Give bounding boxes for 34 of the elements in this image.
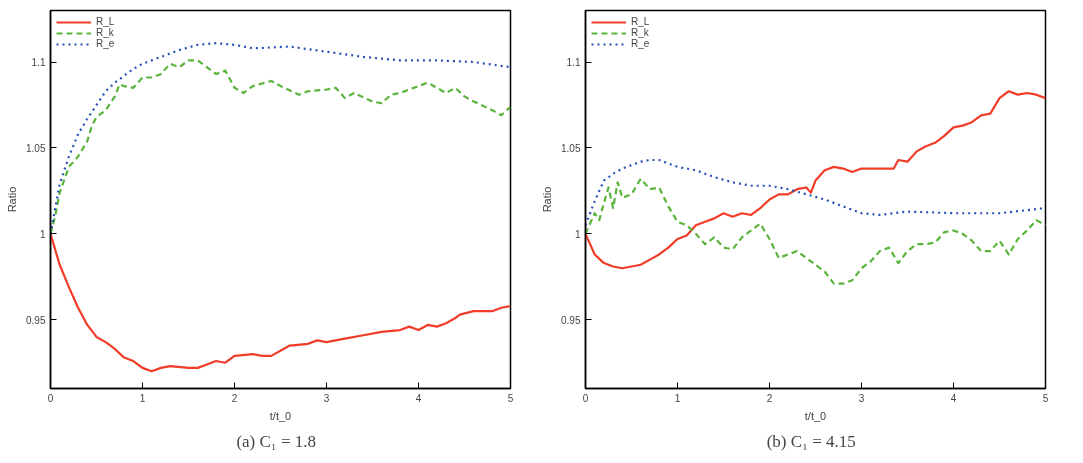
text: (a) C₁ = 1.8 [236, 431, 317, 451]
x-axis-title: t/t_0 [269, 409, 292, 422]
y-tick-label: 0.95 [26, 314, 46, 326]
y-axis-title: Ratio [6, 186, 19, 213]
text: (b) C₁ = 4.15 [766, 431, 856, 451]
x-tick-label: 5 [1042, 392, 1049, 404]
y-tick-label: 1.05 [26, 142, 46, 154]
legend-label: R_L [96, 16, 116, 27]
legend-label: R_k [631, 27, 650, 38]
y-tick-label: 1.05 [561, 142, 581, 154]
legend-label: R_L [631, 16, 651, 27]
x-tick-label: 5 [507, 392, 514, 404]
x-tick-label: 4 [415, 392, 422, 404]
x-tick-label: 1 [674, 392, 681, 404]
y-tick-label: 1 [39, 228, 46, 240]
legend-label: R_e [631, 38, 651, 49]
x-axis-title: t/t_0 [804, 409, 827, 422]
legend-label: R_k [96, 27, 115, 38]
y-tick-label: 1.1 [31, 57, 46, 69]
line-series [585, 90, 1046, 270]
y-tick-label: 1.1 [566, 57, 581, 69]
x-tick-label: 0 [582, 392, 589, 404]
y-axis-title: Ratio [541, 186, 554, 213]
x-tick-label: 3 [858, 392, 865, 404]
x-tick-label: 2 [766, 392, 773, 404]
x-tick-label: 3 [323, 392, 330, 404]
x-tick-label: 2 [231, 392, 238, 404]
x-tick-label: 0 [47, 392, 54, 404]
x-tick-label: 4 [950, 392, 957, 404]
y-tick-label: 1 [574, 228, 581, 240]
x-tick-label: 1 [139, 392, 146, 404]
legend-label: R_e [96, 38, 116, 49]
y-tick-label: 0.95 [561, 314, 581, 326]
line-series [50, 232, 511, 373]
